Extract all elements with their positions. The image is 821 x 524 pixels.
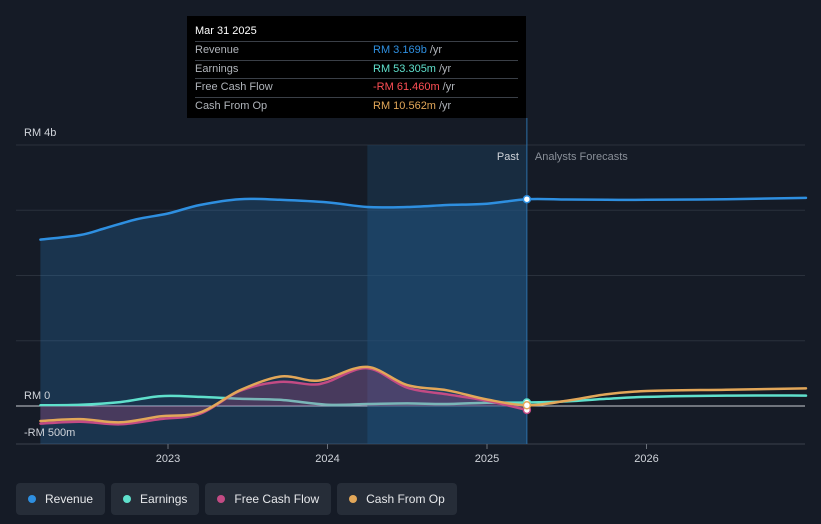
marker-revenue: [522, 194, 532, 204]
tooltip-value: RM 53.305m: [373, 62, 436, 75]
tooltip-unit: /yr: [429, 44, 443, 56]
legend-item-cash-from-op[interactable]: Cash From Op: [337, 483, 457, 515]
y-axis-label-top: RM 4b: [24, 127, 56, 139]
y-axis-label-zero: RM 0: [24, 390, 50, 402]
tooltip-label: Earnings: [195, 62, 239, 75]
x-tick-label: 2025: [475, 453, 499, 465]
legend: Revenue Earnings Free Cash Flow Cash Fro…: [16, 483, 457, 515]
legend-item-free-cash-flow[interactable]: Free Cash Flow: [205, 483, 332, 515]
tooltip-unit: /yr: [438, 62, 452, 75]
tooltip-unit: /yr: [442, 81, 455, 93]
series-area-revenue: [40, 198, 527, 444]
series-line-free-cash-flow: [39, 366, 529, 426]
legend-dot-icon: [217, 495, 226, 503]
tooltip-row-revenue: Revenue RM 3.169b /yr: [195, 41, 518, 60]
tooltip-row-cash-from-op: Cash From Op RM 10.562m /yr: [195, 96, 518, 116]
tooltip-date: Mar 31 2025: [195, 25, 257, 37]
tooltip-label: Revenue: [195, 44, 240, 56]
financial-chart: RM 4b RM 0 -RM 500m Past Analysts Foreca…: [16, 118, 808, 465]
legend-dot-icon: [123, 495, 132, 503]
series-line-cash-from-op: [39, 365, 808, 424]
marker-layer: [522, 194, 532, 415]
series-line-revenue: [39, 196, 808, 241]
tooltip-row-free-cash-flow: Free Cash Flow -RM 61.460m /yr: [195, 78, 518, 97]
legend-item-earnings[interactable]: Earnings: [111, 483, 200, 515]
tooltip: Mar 31 2025 Revenue RM 3.169b /yr Earnin…: [187, 16, 526, 118]
tooltip-label: Free Cash Flow: [195, 81, 273, 93]
tooltip-value: RM 3.169b: [373, 44, 427, 56]
legend-label: Cash From Op: [366, 492, 445, 506]
marker-cash-from-op: [522, 401, 532, 410]
legend-dot-icon: [349, 495, 358, 503]
legend-label: Revenue: [45, 492, 94, 506]
tooltip-value: RM 10.562m: [373, 99, 436, 112]
x-tick-label: 2026: [634, 453, 658, 465]
tooltip-value: -RM 61.460m: [373, 81, 440, 93]
tooltip-unit: /yr: [438, 99, 452, 112]
x-tick-label: 2023: [156, 453, 180, 465]
legend-label: Free Cash Flow: [234, 492, 320, 506]
legend-dot-icon: [28, 495, 36, 503]
series-area-free-cash-flow: [40, 368, 527, 425]
tooltip-label: Cash From Op: [195, 99, 268, 112]
legend-label: Earnings: [140, 492, 188, 506]
analysts-forecasts-label: Analysts Forecasts: [535, 151, 628, 163]
past-label: Past: [497, 151, 519, 163]
series-line-earnings: [39, 394, 808, 407]
tooltip-row-earnings: Earnings RM 53.305m /yr: [195, 59, 518, 79]
y-axis-label-bottom: -RM 500m: [24, 427, 75, 439]
x-axis-ticks: 2023 2024 2025 2026: [156, 444, 659, 465]
legend-item-revenue[interactable]: Revenue: [16, 483, 106, 515]
x-tick-label: 2024: [315, 453, 339, 465]
series-layer: [39, 196, 808, 444]
